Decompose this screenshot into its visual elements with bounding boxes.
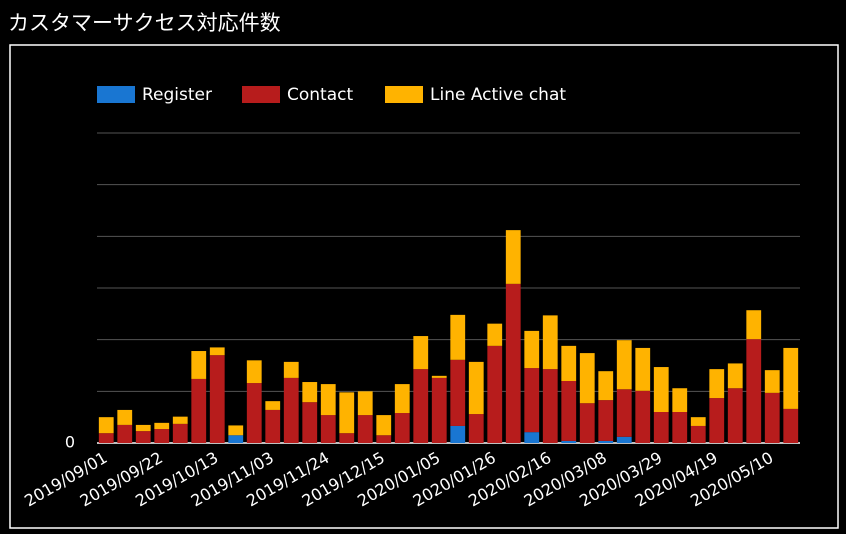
- bar-segment: [135, 431, 151, 443]
- bar-segment: [450, 314, 466, 360]
- bar-segment: [265, 409, 281, 443]
- bar-segment: [616, 436, 632, 443]
- bar-segment: [653, 367, 669, 412]
- bar-segment: [246, 360, 262, 384]
- bar-segment: [561, 381, 577, 441]
- bar-segment: [468, 361, 484, 415]
- bar-segment: [394, 384, 410, 414]
- legend-label: Contact: [287, 85, 353, 105]
- bar-segment: [727, 363, 743, 389]
- bar-segment: [154, 422, 170, 430]
- bar-segment: [431, 375, 447, 378]
- bar-segment: [450, 425, 466, 443]
- bar-segment: [524, 330, 540, 369]
- bar-segment: [746, 339, 762, 443]
- bar-segment: [672, 412, 688, 443]
- bar-segment: [450, 359, 466, 426]
- bar-segment: [302, 382, 318, 403]
- bar-segment: [413, 369, 429, 443]
- legend-swatch: [385, 86, 423, 103]
- bar-segment: [709, 398, 725, 443]
- bar-segment: [339, 433, 355, 443]
- bar-segment: [413, 336, 429, 370]
- legend-swatch: [242, 86, 280, 103]
- bar-segment: [727, 388, 743, 443]
- y-tick-label: 0: [65, 433, 75, 452]
- bar-segment: [376, 415, 392, 436]
- bar-segment: [172, 416, 188, 424]
- bar-segment: [468, 414, 484, 443]
- bar-segment: [117, 409, 133, 425]
- bar-segment: [98, 433, 114, 443]
- bar-segment: [764, 370, 780, 393]
- bar-segment: [561, 345, 577, 381]
- bar-segment: [117, 424, 133, 443]
- legend-swatch: [97, 86, 135, 103]
- bar-segment: [524, 432, 540, 443]
- bar-segment: [524, 368, 540, 433]
- bar-segment: [616, 389, 632, 437]
- bar-segment: [191, 378, 207, 443]
- bar-segment: [505, 283, 521, 443]
- bar-segment: [209, 355, 225, 443]
- bar-segment: [320, 415, 336, 443]
- bar-segment: [746, 310, 762, 340]
- panel-border: [9, 44, 839, 529]
- bar-segment: [542, 315, 558, 370]
- bar-segment: [783, 408, 799, 443]
- bar-segment: [764, 392, 780, 443]
- bar-segment: [635, 390, 651, 443]
- legend-label: Register: [142, 85, 212, 105]
- bar-segment: [376, 435, 392, 443]
- bar-segment: [302, 402, 318, 443]
- bar-segment: [579, 403, 595, 443]
- bar-segment: [98, 417, 114, 434]
- bar-segment: [357, 391, 373, 416]
- bar-segment: [339, 392, 355, 434]
- bar-segment: [505, 230, 521, 284]
- bar-segment: [172, 423, 188, 443]
- chart-title: カスタマーサクセス対応件数: [8, 11, 281, 35]
- bar-segment: [709, 369, 725, 399]
- bar-segment: [487, 323, 503, 346]
- bar-segment: [653, 412, 669, 443]
- bar-segment: [579, 353, 595, 404]
- bar-segment: [265, 401, 281, 410]
- bar-segment: [246, 383, 262, 443]
- bar-segment: [320, 384, 336, 416]
- bar-segment: [135, 424, 151, 432]
- bar-segment: [616, 340, 632, 390]
- bar-segment: [283, 377, 299, 443]
- bar-segment: [561, 440, 577, 443]
- bar-segment: [487, 345, 503, 443]
- bar-segment: [283, 361, 299, 378]
- bar-segment: [228, 435, 244, 443]
- bar-segment: [690, 425, 706, 443]
- bar-segment: [431, 377, 447, 443]
- bar-segment: [542, 369, 558, 443]
- bar-segment: [394, 413, 410, 443]
- bar-segment: [598, 440, 614, 443]
- bar-segment: [783, 347, 799, 409]
- legend-label: Line Active chat: [430, 85, 566, 105]
- bar-segment: [598, 371, 614, 401]
- bar-segment: [598, 400, 614, 441]
- bar-segment: [690, 417, 706, 426]
- bar-segment: [357, 415, 373, 443]
- bar-segment: [154, 429, 170, 443]
- bar-segment: [635, 347, 651, 391]
- bar-segment: [191, 351, 207, 379]
- bar-segment: [228, 425, 244, 436]
- bar-segment: [209, 347, 225, 356]
- bar-segment: [672, 388, 688, 412]
